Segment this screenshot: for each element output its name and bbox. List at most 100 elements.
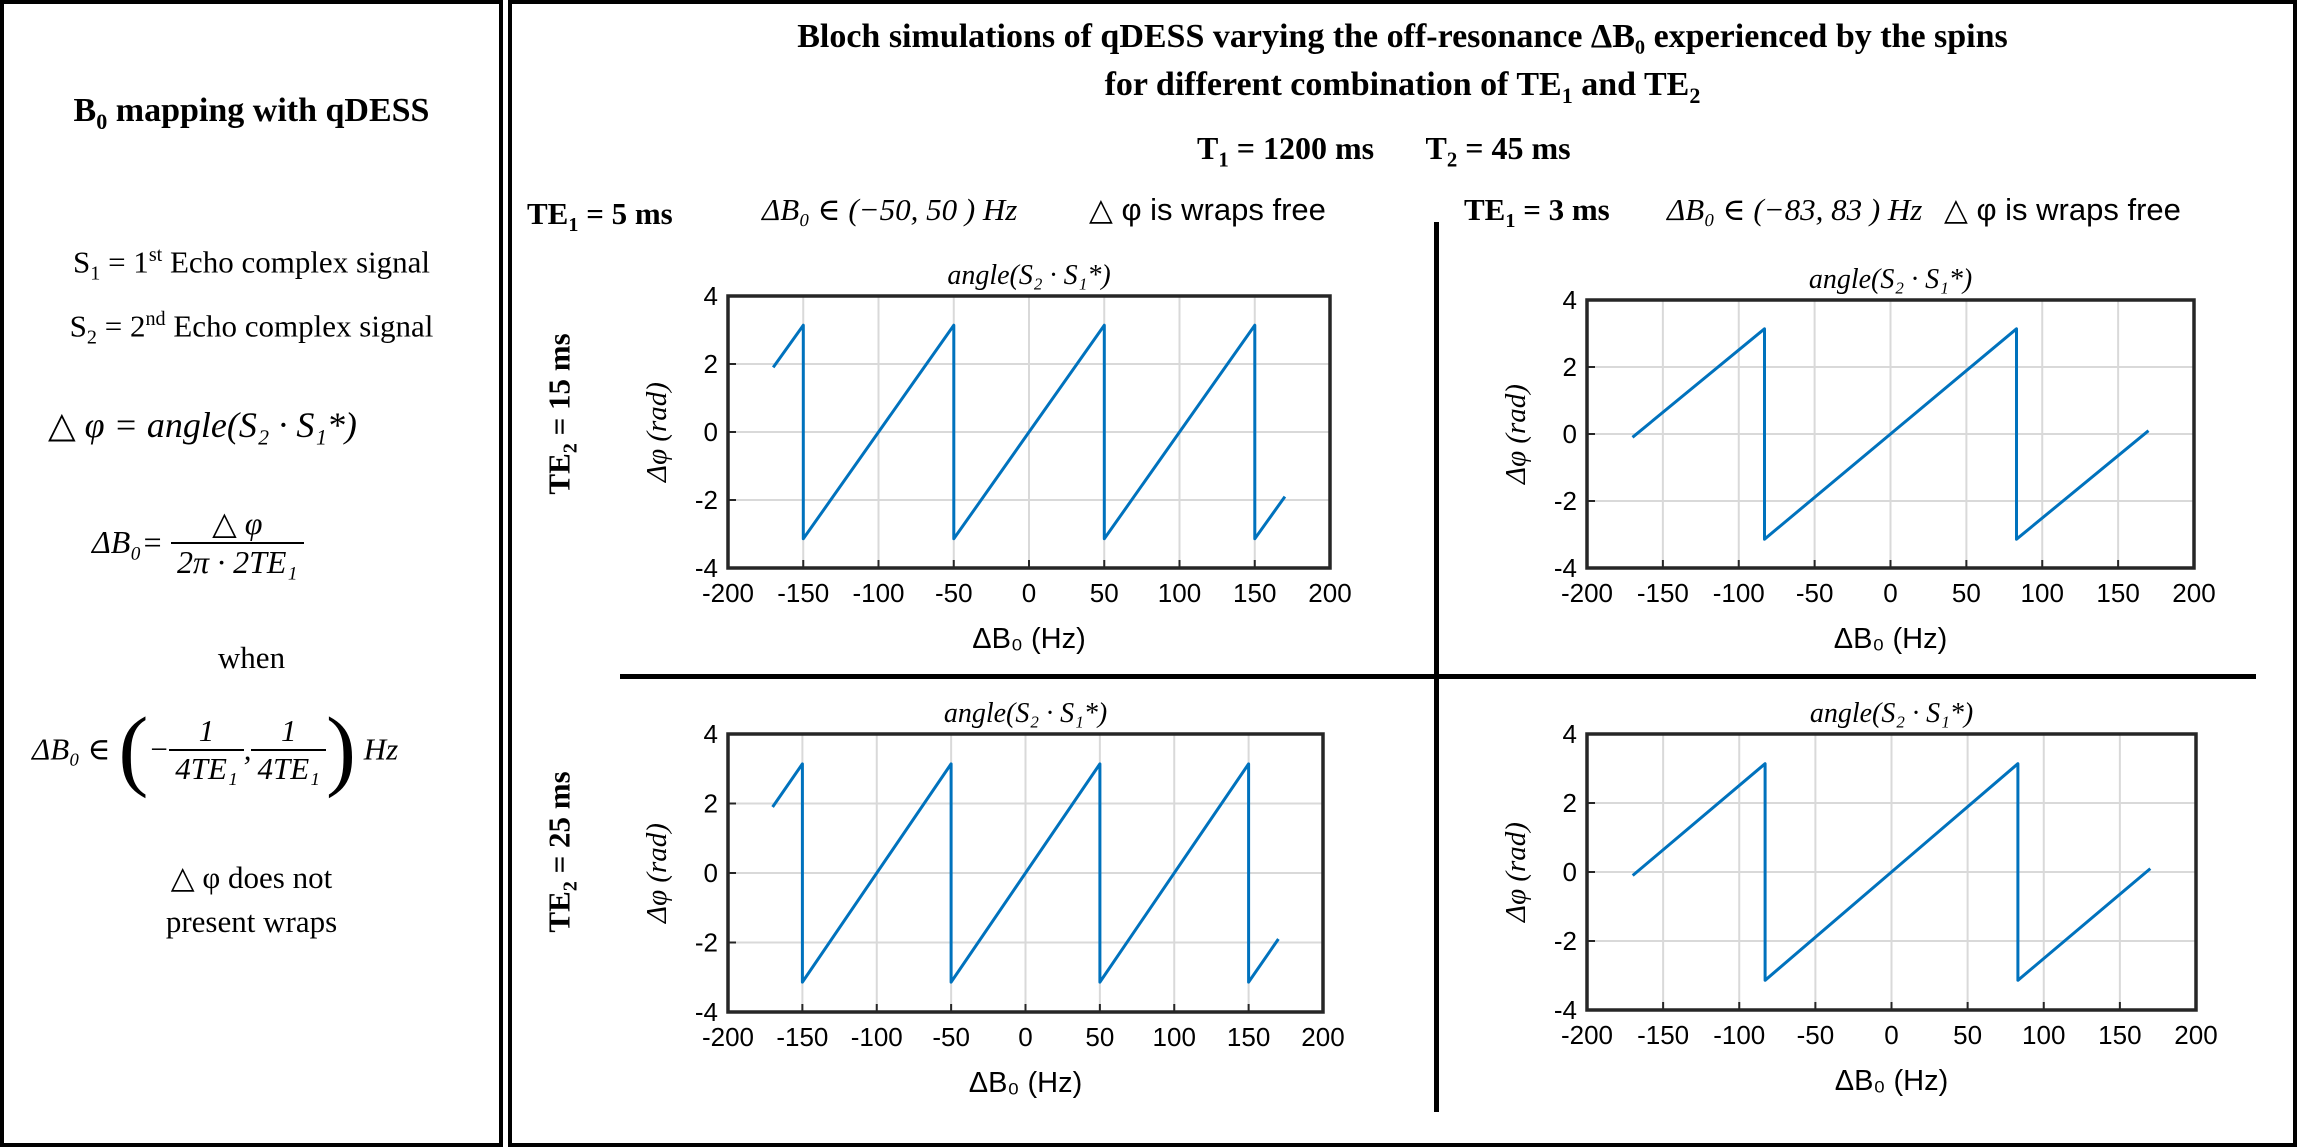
s1-definition: S1 = 1st Echo complex signal xyxy=(73,244,430,285)
chart-title: angle(S₂ · S₁*) xyxy=(947,260,1110,291)
y-tick-label: 4 xyxy=(1563,285,1577,315)
row1-te2-label: TE2 = 15 ms xyxy=(541,333,582,495)
series-line xyxy=(771,323,1287,541)
x-tick-label: 50 xyxy=(1085,1022,1114,1052)
y-axis-label: Δφ (rad) xyxy=(641,823,673,924)
x-tick-label: -100 xyxy=(851,1022,903,1052)
chart-title: angle(S₂ · S₁*) xyxy=(944,698,1107,729)
y-tick-label: -2 xyxy=(695,928,718,958)
col2-te1-label: TE1 = 3 ms xyxy=(1464,192,1610,233)
y-tick-label: -4 xyxy=(695,997,718,1027)
b0-equation: ΔB₀= △ φ 2π · 2TE₁ xyxy=(92,504,304,581)
y-tick-label: -4 xyxy=(1554,553,1577,583)
x-tick-label: 50 xyxy=(1953,1020,1982,1050)
summary-panel: B0 mapping with qDESS S1 = 1st Echo comp… xyxy=(0,0,503,1147)
chart-te1-5-te2-25: angle(S₂ · S₁*) -200 -150 -100 -50 0 50 100 150 2… xyxy=(641,698,1345,1099)
y-tick-label: 4 xyxy=(704,719,718,749)
chart-title: angle(S₂ · S₁*) xyxy=(1810,698,1973,729)
x-tick-label: -100 xyxy=(1713,578,1765,608)
chart-te1-3-te2-15: angle(S₂ · S₁*) -200 -150 -100 -50 0 50 100 150 2… xyxy=(1500,264,2216,655)
series-line xyxy=(1631,327,2150,541)
y-tick-label: 2 xyxy=(704,349,718,379)
x-tick-label: -100 xyxy=(852,578,904,608)
x-tick-label: 100 xyxy=(1153,1022,1196,1052)
x-tick-label: -100 xyxy=(1713,1020,1765,1050)
x-axis-label: ΔB₀ (Hz) xyxy=(969,1067,1083,1099)
row-divider xyxy=(620,674,2256,679)
no-wraps-note: △ φ does not present wraps xyxy=(4,856,499,944)
y-tick-label: 2 xyxy=(1563,788,1577,818)
range-equation: ΔB₀ ∈ (− 1 4TE₁, 1 4TE₁) Hz xyxy=(32,700,399,799)
t1-param: T1 = 1200 ms xyxy=(1197,130,1375,172)
x-tick-label: 0 xyxy=(1022,578,1036,608)
x-axis-label: ΔB₀ (Hz) xyxy=(1835,1065,1949,1097)
x-tick-label: 50 xyxy=(1952,578,1981,608)
y-tick-label: -2 xyxy=(695,485,718,515)
x-tick-label: -50 xyxy=(932,1022,970,1052)
y-tick-label: 4 xyxy=(704,281,718,311)
x-tick-label: -200 xyxy=(1561,578,1613,608)
x-tick-label: 100 xyxy=(2022,1020,2065,1050)
figure-title-line2: for different combination of TE1 and TE2 xyxy=(1104,66,1701,108)
col1-range: ΔB₀ ∈ (−50, 50 ) Hz xyxy=(762,192,1018,227)
y-tick-label: -2 xyxy=(1554,926,1577,956)
no-wraps-note-line1: △ φ does not xyxy=(170,860,333,895)
col2-range: ΔB₀ ∈ (−83, 83 ) Hz xyxy=(1667,192,1923,227)
y-tick-label: 0 xyxy=(1563,419,1577,449)
x-tick-label: 200 xyxy=(2172,578,2215,608)
s2-definition: S2 = 2nd Echo complex signal xyxy=(69,308,434,349)
x-tick-label: 0 xyxy=(1884,1020,1898,1050)
x-axis-label: ΔB₀ (Hz) xyxy=(972,623,1086,655)
y-tick-label: 2 xyxy=(704,789,718,819)
x-tick-label: 50 xyxy=(1090,578,1119,608)
col2-wraps-note: △ φ is wraps free xyxy=(1944,192,2181,227)
summary-title: B0 mapping with qDESS xyxy=(73,92,430,134)
x-axis-label: ΔB₀ (Hz) xyxy=(1834,623,1948,655)
x-tick-label: -150 xyxy=(1637,578,1689,608)
x-tick-label: -50 xyxy=(935,578,973,608)
x-tick-label: 150 xyxy=(1233,578,1276,608)
column-divider xyxy=(1434,222,1439,1112)
x-tick-label: -150 xyxy=(776,1022,828,1052)
x-tick-label: -200 xyxy=(702,1022,754,1052)
y-axis-label: Δφ (rad) xyxy=(1500,822,1532,923)
y-axis-label: Δφ (rad) xyxy=(641,382,673,483)
y-tick-label: 0 xyxy=(704,858,718,888)
x-tick-label: 0 xyxy=(1018,1022,1032,1052)
y-tick-label: 4 xyxy=(1563,719,1577,749)
x-tick-label: 150 xyxy=(2098,1020,2141,1050)
series-line xyxy=(771,762,1280,984)
when-label: when xyxy=(217,640,286,675)
x-tick-label: 200 xyxy=(1301,1022,1344,1052)
x-tick-label: -200 xyxy=(702,578,754,608)
row2-te2-label: TE2 = 25 ms xyxy=(541,771,582,933)
x-tick-label: -50 xyxy=(1796,578,1834,608)
x-tick-label: -150 xyxy=(1637,1020,1689,1050)
y-tick-label: 0 xyxy=(1563,857,1577,887)
y-tick-label: 2 xyxy=(1563,352,1577,382)
x-tick-label: 150 xyxy=(1227,1022,1270,1052)
y-tick-label: -2 xyxy=(1554,486,1577,516)
phase-equation: △ φ = angle(S₂ · S₁*) xyxy=(48,405,357,445)
x-tick-label: -50 xyxy=(1797,1020,1835,1050)
y-axis-label: Δφ (rad) xyxy=(1500,384,1532,485)
x-tick-label: -150 xyxy=(777,578,829,608)
y-tick-label: 0 xyxy=(704,417,718,447)
x-tick-label: 150 xyxy=(2096,578,2139,608)
x-tick-label: 200 xyxy=(2174,1020,2217,1050)
t2-param: T2 = 45 ms xyxy=(1425,130,1571,172)
chart-te1-3-te2-25: angle(S₂ · S₁*) -200 -150 -100 -50 0 50 100 150 2… xyxy=(1500,698,2218,1097)
simulation-panel: Bloch simulations of qDESS varying the o… xyxy=(508,0,2297,1147)
y-tick-label: -4 xyxy=(695,553,718,583)
x-tick-label: 0 xyxy=(1883,578,1897,608)
x-tick-label: 100 xyxy=(2021,578,2064,608)
chart-title: angle(S₂ · S₁*) xyxy=(1809,264,1972,295)
series-line xyxy=(1631,762,2152,982)
figure-title-line1: Bloch simulations of qDESS varying the o… xyxy=(797,18,2008,55)
col1-wraps-note: △ φ is wraps free xyxy=(1089,192,1326,227)
col1-te1-label: TE1 = 5 ms xyxy=(527,196,673,237)
x-tick-label: -200 xyxy=(1561,1020,1613,1050)
no-wraps-note-line2: present wraps xyxy=(165,904,338,939)
x-tick-label: 200 xyxy=(1308,578,1351,608)
y-tick-label: -4 xyxy=(1554,995,1577,1025)
